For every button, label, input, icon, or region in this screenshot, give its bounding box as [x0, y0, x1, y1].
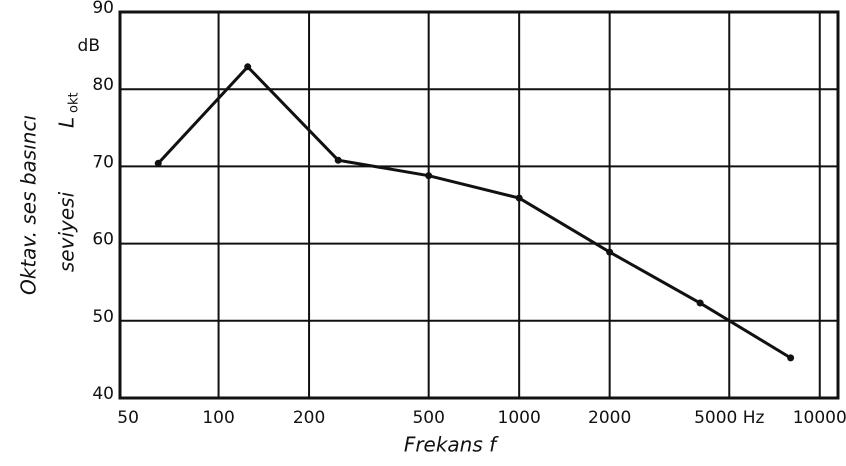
y-tick-label: 90	[92, 0, 114, 18]
x-tick-label: 5000 Hz	[694, 408, 764, 428]
data-point	[606, 248, 614, 256]
data-point	[334, 156, 342, 164]
x-tick-label: 50	[117, 408, 139, 428]
y-unit: dB	[78, 36, 100, 56]
x-tick-label: 100	[202, 408, 234, 428]
y-tick-label: 70	[92, 152, 114, 172]
x-tick-label: 10000	[793, 408, 846, 428]
x-tick-label: 2000	[588, 408, 631, 428]
data-point	[515, 194, 523, 202]
data-line	[157, 64, 792, 360]
y-tick-label: 50	[92, 307, 114, 327]
data-point	[154, 159, 162, 167]
y-symbol: L	[55, 117, 79, 128]
data-point	[244, 63, 252, 71]
data-point	[696, 299, 704, 307]
y-label-2: seviyesi	[55, 191, 79, 272]
y-label-1: Oktav. ses basıncı	[17, 115, 41, 295]
x-tick-label: 200	[293, 408, 325, 428]
y-tick-label: 40	[92, 384, 114, 404]
x-tick-label: 1000	[498, 408, 541, 428]
x-tick-label: 500	[412, 408, 444, 428]
x-label: Frekans f	[404, 433, 499, 457]
data-point	[787, 354, 795, 362]
plot-frame	[118, 10, 840, 400]
data-point	[425, 172, 433, 180]
y-tick-label: 80	[92, 75, 114, 95]
y-symbol-sub: okt	[67, 92, 82, 113]
y-tick-label: 60	[92, 230, 114, 250]
